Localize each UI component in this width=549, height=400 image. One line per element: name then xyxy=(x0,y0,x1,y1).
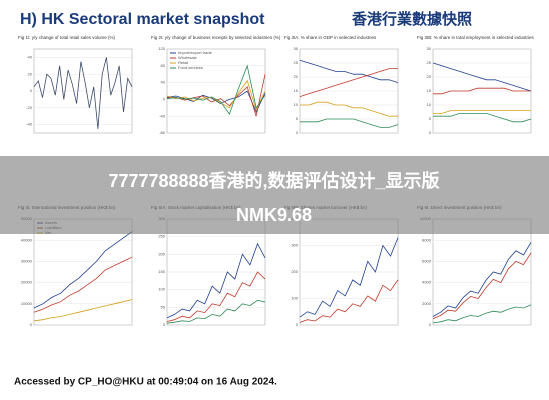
y-tick-label: 10 xyxy=(294,102,299,107)
panel-title: Fig 1I: y/y change of total retail sales… xyxy=(18,35,116,40)
series-line xyxy=(432,252,532,319)
y-tick-label: 300 xyxy=(291,243,298,248)
series-line xyxy=(299,59,399,83)
y-tick-label: -40 xyxy=(26,122,33,127)
y-tick-label: 40 xyxy=(161,80,166,85)
y-tick-label: 0 xyxy=(163,322,166,327)
y-tick-label: 50 xyxy=(161,304,166,309)
panel-title: Fig 2I: y/y change of business receipts … xyxy=(151,35,281,40)
series-line xyxy=(432,62,532,92)
y-tick-label: 5 xyxy=(429,116,432,121)
y-tick-label: 200 xyxy=(158,251,165,256)
y-tick-label: 20000 xyxy=(21,280,33,285)
overlay-banner xyxy=(0,156,549,234)
y-tick-label: 2000 xyxy=(422,301,432,306)
y-tick-label: 20 xyxy=(427,74,432,79)
legend-label: Food services xyxy=(178,65,203,70)
y-tick-label: 30 xyxy=(294,46,299,51)
y-tick-label: 20 xyxy=(294,74,299,79)
y-tick-label: 10000 xyxy=(21,301,33,306)
y-tick-label: 4000 xyxy=(422,280,432,285)
y-tick-label: 200 xyxy=(291,269,298,274)
series-line xyxy=(33,256,133,313)
series-line xyxy=(166,299,266,324)
y-tick-label: 40000 xyxy=(21,237,33,242)
y-tick-label: 0 xyxy=(429,130,432,135)
y-tick-label: 20 xyxy=(28,71,33,76)
y-tick-label: -40 xyxy=(159,113,166,118)
series-line xyxy=(432,304,532,324)
y-tick-label: 25 xyxy=(294,60,299,65)
overlay-text: NMK9.68 xyxy=(236,205,312,225)
y-tick-label: 0 xyxy=(30,88,33,93)
y-tick-label: 30 xyxy=(427,46,432,51)
y-tick-label: 15 xyxy=(294,88,299,93)
y-tick-label: 15 xyxy=(427,88,432,93)
y-tick-label: 25 xyxy=(427,60,432,65)
series-line xyxy=(33,231,133,309)
y-tick-label: 0 xyxy=(429,322,432,327)
series-line xyxy=(299,68,398,97)
y-tick-label: -80 xyxy=(159,130,166,135)
y-tick-label: 30000 xyxy=(21,258,33,263)
legend-label: Import/export trade xyxy=(178,50,213,55)
series-line xyxy=(433,113,532,123)
series-line xyxy=(300,101,398,117)
series-line xyxy=(300,118,399,128)
header-title-zh: 香港行業數據快照 xyxy=(352,10,472,28)
y-tick-label: 250 xyxy=(158,234,165,239)
series-line xyxy=(166,79,266,112)
panel-title: Fig 3IA: % share in GDP in selected indu… xyxy=(284,35,377,40)
panel-title: Fig 3IB: % share in total employment in … xyxy=(417,35,535,40)
series-line xyxy=(432,242,532,317)
y-tick-label: 0 xyxy=(30,322,33,327)
series-line xyxy=(299,237,399,318)
series-line xyxy=(433,110,531,114)
series-line xyxy=(166,64,266,115)
y-tick-label: 0 xyxy=(296,130,299,135)
overlay-text: 7777788888香港的,数据评估设计_显示版 xyxy=(108,170,439,191)
y-tick-label: 6000 xyxy=(422,258,432,263)
y-tick-label: 100 xyxy=(291,296,298,301)
y-tick-label: 100 xyxy=(158,287,165,292)
y-tick-label: 5 xyxy=(296,116,299,121)
series-line xyxy=(33,299,133,322)
y-tick-label: 40 xyxy=(28,54,33,59)
y-tick-label: 80 xyxy=(161,63,166,68)
legend-label: Wholesale xyxy=(178,55,197,60)
legend-label: Retail xyxy=(178,60,188,65)
y-tick-label: -20 xyxy=(26,105,33,110)
y-tick-label: 0 xyxy=(163,96,166,101)
y-tick-label: 150 xyxy=(158,269,165,274)
series-line xyxy=(166,90,266,113)
series-line xyxy=(33,57,133,129)
series-line xyxy=(166,242,266,319)
series-line xyxy=(299,279,399,323)
header-title: H) HK Sectoral market snapshot xyxy=(20,11,265,28)
y-tick-label: 10 xyxy=(427,102,432,107)
y-tick-label: 120 xyxy=(158,46,165,51)
y-tick-label: 0 xyxy=(296,322,299,327)
y-tick-label: 8000 xyxy=(422,237,432,242)
series-line xyxy=(433,87,531,95)
footer: Accessed by CP_HO@HKU at 00:49:04 on 16 … xyxy=(14,377,277,388)
series-line xyxy=(166,271,266,322)
